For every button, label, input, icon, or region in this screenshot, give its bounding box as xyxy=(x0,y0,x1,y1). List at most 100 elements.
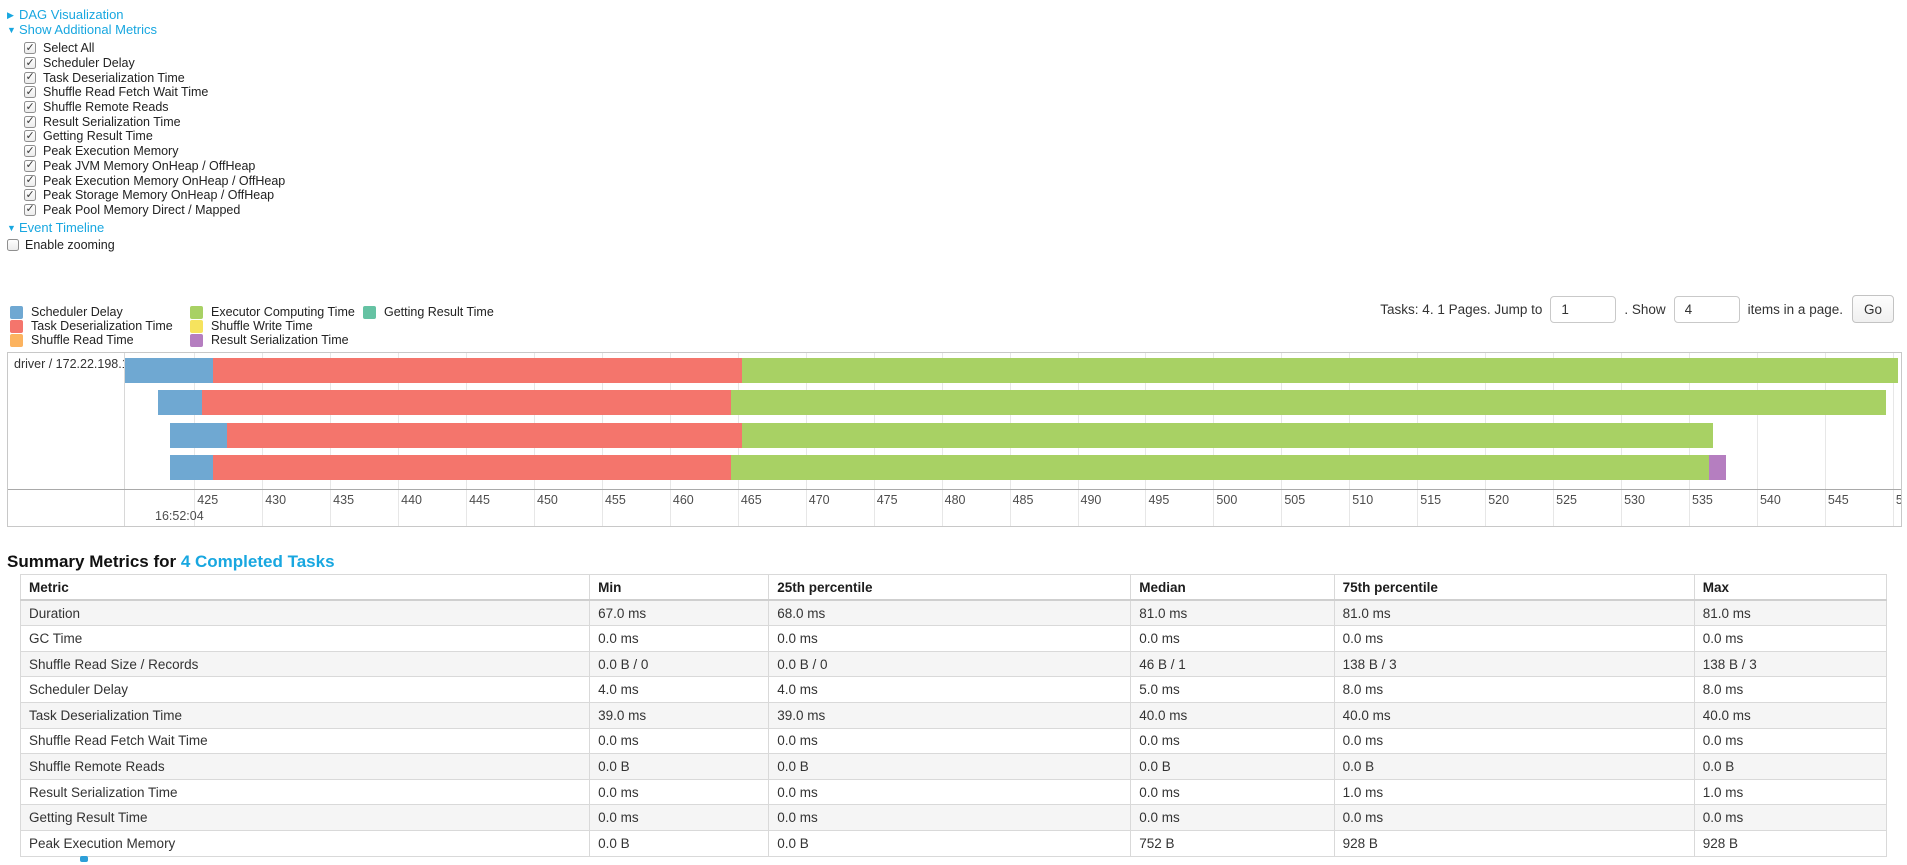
metric-checkbox-item-peak-storage-memory-onheap-offheap[interactable]: Peak Storage Memory OnHeap / OffHeap xyxy=(24,188,285,203)
timeline-axis-separator xyxy=(8,489,1901,490)
task-bar-segment-result_serialization[interactable] xyxy=(1709,455,1726,480)
metric-checkbox-item-result-serialization-time[interactable]: Result Serialization Time xyxy=(24,114,285,129)
task-bar-segment-scheduler_delay[interactable] xyxy=(169,455,214,480)
metric-value-cell: 0.0 ms xyxy=(1693,727,1888,755)
completed-tasks-link[interactable]: 4 Completed Tasks xyxy=(180,552,335,571)
metric-value-cell: 40.0 ms xyxy=(1333,701,1695,729)
metric-name-cell: Shuffle Read Size / Records xyxy=(19,650,591,678)
task-bar-segment-executor_computing[interactable] xyxy=(731,390,1887,415)
metric-name-cell: Result Serialization Time xyxy=(19,778,591,806)
task-bar-segment-task_deserialization[interactable] xyxy=(213,455,732,480)
metric-name-cell: Shuffle Remote Reads xyxy=(19,753,591,780)
metric-value-cell: 0.0 ms xyxy=(1693,625,1888,652)
page-size-input[interactable] xyxy=(1673,295,1740,323)
summary-row-result-serialization-time: Result Serialization Time 0.0 ms 0.0 ms 0.0… xyxy=(19,778,1888,806)
axis-tick-label: 500 xyxy=(1216,493,1238,507)
legend-item-executor-computing-time: Executor Computing Time xyxy=(190,305,363,319)
show-additional-metrics-link[interactable]: Show Additional Metrics xyxy=(19,22,158,37)
checkbox-peak-pool-memory-direct-mapped[interactable] xyxy=(24,202,36,216)
metric-checkbox-item-task-deserialization-time[interactable]: Task Deserialization Time xyxy=(24,70,285,85)
task-bar-segment-task_deserialization[interactable] xyxy=(213,358,742,383)
legend-item-scheduler-delay: Scheduler Delay xyxy=(10,305,190,319)
metric-name-cell: Shuffle Read Fetch Wait Time xyxy=(19,727,591,755)
checkbox-peak-execution-memory-onheap-offheap[interactable] xyxy=(24,173,36,187)
metric-checkbox-item-select-all[interactable]: Select All xyxy=(24,41,285,56)
metric-value-cell: 0.0 ms xyxy=(1693,804,1888,831)
enable-zooming-checkbox[interactable] xyxy=(7,238,19,251)
show-additional-metrics-toggle[interactable]: ▼ Show Additional Metrics xyxy=(7,22,285,37)
checkbox-shuffle-read-fetch-wait-time[interactable] xyxy=(24,85,36,99)
dag-visualization-toggle[interactable]: ▶ DAG Visualization xyxy=(7,7,285,22)
metric-value-cell: 0.0 ms xyxy=(768,778,1132,806)
axis-tick-label: 480 xyxy=(944,493,966,507)
metric-value-cell: 39.0 ms xyxy=(768,701,1132,729)
metric-value-cell: 0.0 ms xyxy=(589,727,770,755)
summary-row-gc-time: GC Time 0.0 ms 0.0 ms 0.0 ms 0.0 ms 0.0 ms xyxy=(19,625,1888,652)
checkbox-task-deserialization-time[interactable] xyxy=(24,70,36,84)
checkbox-result-serialization-time[interactable] xyxy=(24,114,36,128)
legend-item-task-deserialization-time: Task Deserialization Time xyxy=(10,319,190,333)
axis-tick-label: 530 xyxy=(1624,493,1645,507)
checkbox-label: Task Deserialization Time xyxy=(43,70,185,85)
gridline xyxy=(1756,353,1758,526)
metric-name-cell: GC Time xyxy=(19,625,591,652)
event-timeline-toggle[interactable]: ▼ Event Timeline xyxy=(7,220,285,235)
dag-visualization-link[interactable]: DAG Visualization xyxy=(19,7,124,22)
legend-swatch-result-serialization-time xyxy=(190,333,203,347)
timeline-legend: Scheduler Delay Task Deserialization Time… xyxy=(10,305,494,348)
task-bar-segment-scheduler_delay[interactable] xyxy=(169,423,227,448)
summary-column-header-75th-percentile: 75th percentile xyxy=(1333,574,1695,602)
metric-checkbox-item-peak-execution-memory[interactable]: Peak Execution Memory xyxy=(24,144,285,159)
legend-item-shuffle-read-time: Shuffle Read Time xyxy=(10,333,190,347)
expanded-arrow-icon: ▼ xyxy=(7,25,16,35)
task-bar-segment-task_deserialization[interactable] xyxy=(202,390,732,415)
legend-swatch-getting-result-time xyxy=(363,305,376,319)
checkbox-label: Shuffle Remote Reads xyxy=(43,100,169,115)
metric-value-cell: 0.0 B xyxy=(1130,753,1335,780)
checkbox-peak-jvm-memory-onheap-offheap[interactable] xyxy=(24,158,36,172)
metric-value-cell: 0.0 B xyxy=(1333,753,1695,780)
legend-label: Executor Computing Time xyxy=(211,305,355,320)
event-timeline-link[interactable]: Event Timeline xyxy=(19,220,105,236)
checkbox-peak-storage-memory-onheap-offheap[interactable] xyxy=(24,188,36,202)
metric-value-cell: 928 B xyxy=(1693,829,1888,857)
metric-checkbox-item-shuffle-remote-reads[interactable]: Shuffle Remote Reads xyxy=(24,100,285,115)
metric-checkbox-item-getting-result-time[interactable]: Getting Result Time xyxy=(24,129,285,144)
metric-checkbox-item-scheduler-delay[interactable]: Scheduler Delay xyxy=(24,56,285,71)
legend-swatch-shuffle-write-time xyxy=(190,319,203,333)
axis-major-label: 16:52:04 xyxy=(155,509,204,523)
checkbox-scheduler-delay[interactable] xyxy=(24,56,36,70)
summary-column-header-min: Min xyxy=(589,574,770,602)
enable-zooming-checkbox-row[interactable]: Enable zooming xyxy=(7,237,285,252)
task-bar-segment-executor_computing[interactable] xyxy=(731,455,1710,480)
summary-row-shuffle-read-size-records: Shuffle Read Size / Records 0.0 B / 0 0.0 … xyxy=(19,650,1888,678)
task-bar-segment-executor_computing[interactable] xyxy=(741,358,1899,383)
jump-to-page-input[interactable] xyxy=(1550,295,1617,323)
task-bar-segment-executor_computing[interactable] xyxy=(741,423,1714,448)
task-bar xyxy=(125,423,1901,448)
go-button[interactable]: Go xyxy=(1851,295,1894,323)
axis-tick-label: 465 xyxy=(740,493,762,507)
task-bar-segment-scheduler_delay[interactable] xyxy=(125,358,214,383)
axis-tick-label: 470 xyxy=(808,493,830,507)
legend-item-result-serialization-time: Result Serialization Time xyxy=(190,333,363,347)
metric-checkbox-item-shuffle-read-fetch-wait-time[interactable]: Shuffle Read Fetch Wait Time xyxy=(24,85,285,100)
cutoff-next-section-fragment xyxy=(80,856,88,862)
pagination-items-text: items in a page. xyxy=(1747,301,1843,317)
task-bar-segment-task_deserialization[interactable] xyxy=(226,423,742,448)
checkbox-getting-result-time[interactable] xyxy=(24,129,36,143)
metric-checkbox-item-peak-pool-memory-direct-mapped[interactable]: Peak Pool Memory Direct / Mapped xyxy=(24,202,285,218)
checkbox-peak-execution-memory[interactable] xyxy=(24,144,36,158)
metric-value-cell: 138 B / 3 xyxy=(1333,650,1695,678)
metric-checkbox-item-peak-jvm-memory-onheap-offheap[interactable]: Peak JVM Memory OnHeap / OffHeap xyxy=(24,158,285,174)
legend-label: Task Deserialization Time xyxy=(31,319,173,334)
metric-value-cell: 1.0 ms xyxy=(1693,778,1888,806)
checkbox-label: Peak Execution Memory xyxy=(43,144,179,159)
checkbox-select-all[interactable] xyxy=(24,41,36,55)
checkbox-shuffle-remote-reads[interactable] xyxy=(24,100,36,114)
legend-swatch-task-deserialization-time xyxy=(10,319,23,333)
task-bar-segment-scheduler_delay[interactable] xyxy=(157,390,203,415)
metric-checkbox-item-peak-execution-memory-onheap-offheap[interactable]: Peak Execution Memory OnHeap / OffHeap xyxy=(24,173,285,188)
metric-value-cell: 0.0 ms xyxy=(768,727,1132,755)
summary-metrics-heading: Summary Metrics for 4 Completed Tasks xyxy=(7,552,335,572)
